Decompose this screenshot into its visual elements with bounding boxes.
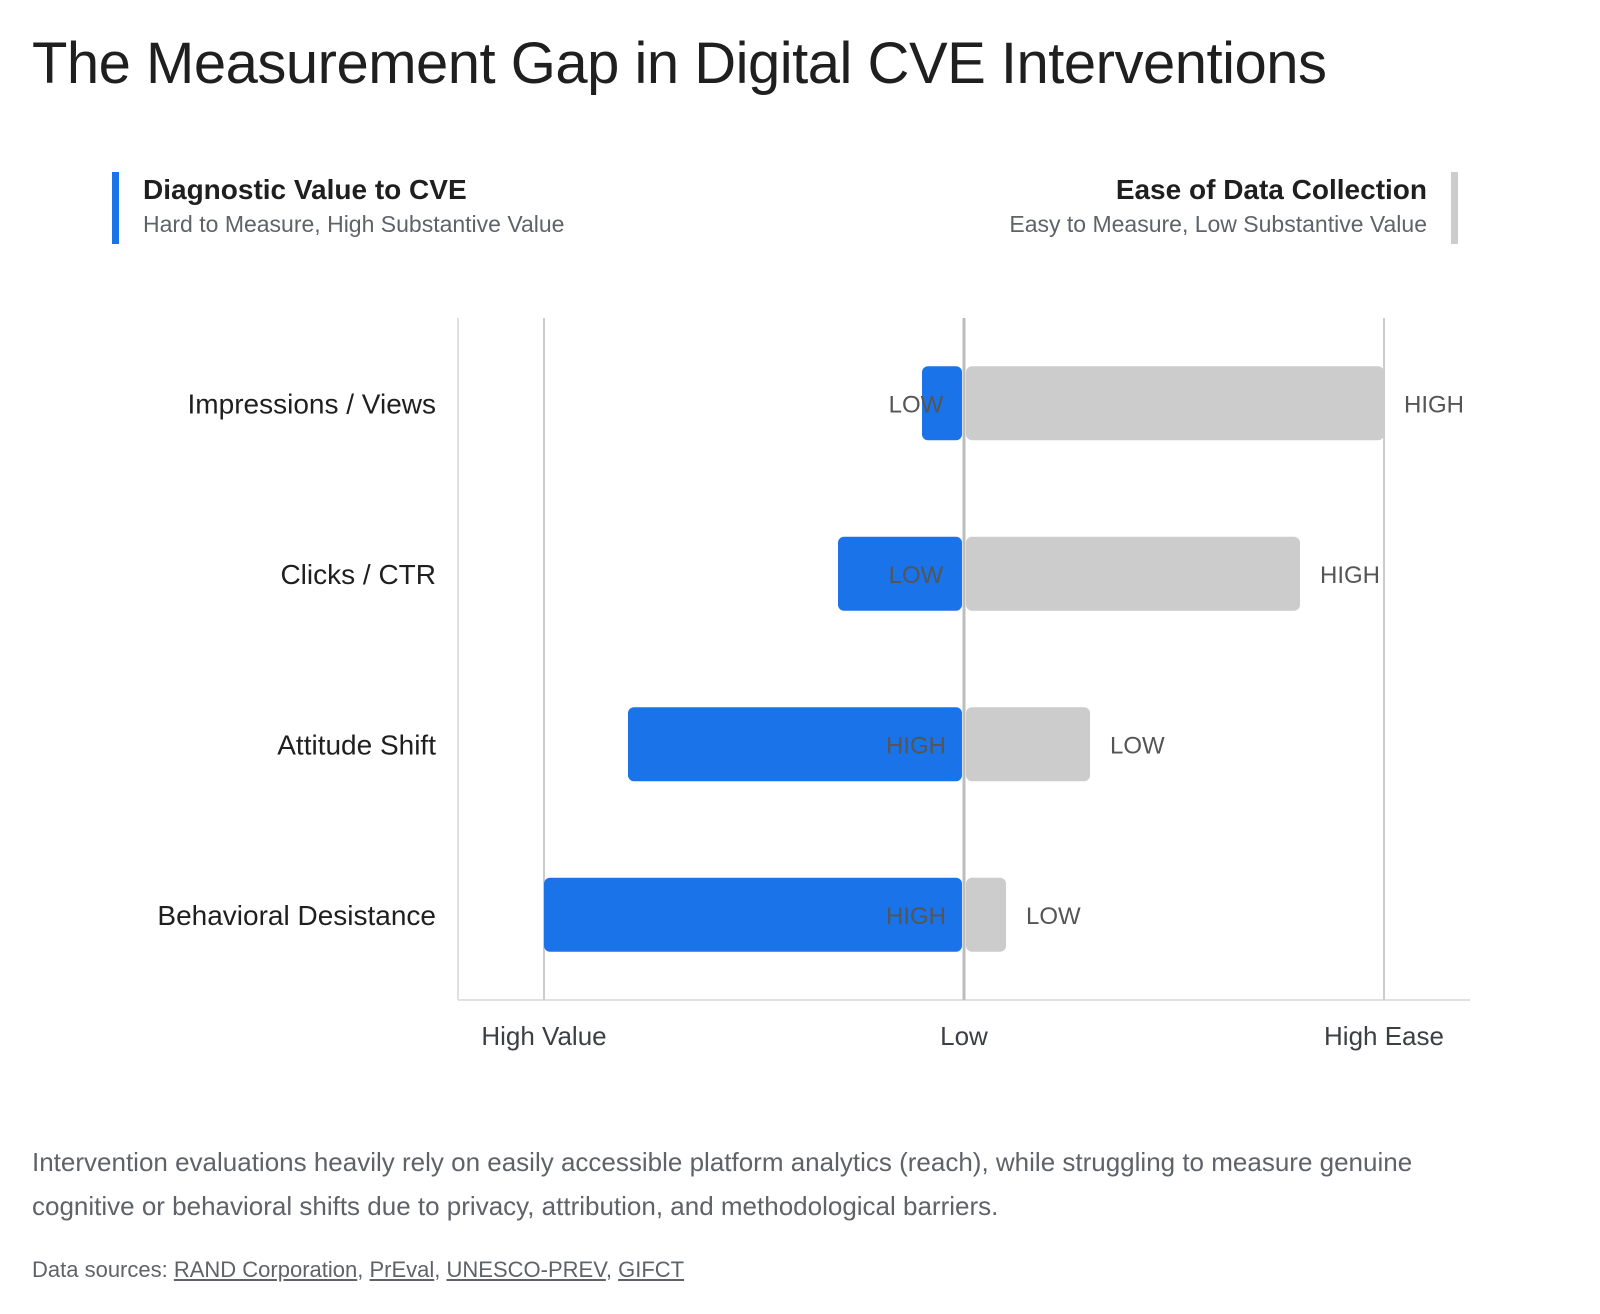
source-link-preval[interactable]: PrEval: [369, 1257, 435, 1282]
data-label-ease: HIGH: [1320, 562, 1380, 589]
data-label-diagnostic: LOW: [889, 562, 944, 589]
bar-diagnostic-value: [544, 877, 962, 952]
source-link-unesco-prev[interactable]: UNESCO-PREV: [446, 1257, 606, 1282]
sources-separator: ,: [357, 1257, 370, 1282]
data-label-ease: LOW: [1110, 732, 1165, 759]
data-label-diagnostic: LOW: [889, 391, 944, 418]
data-label-ease: LOW: [1026, 903, 1081, 930]
bar-diagnostic-value: [838, 536, 962, 611]
data-label-diagnostic: HIGH: [886, 732, 946, 759]
legend-left-title: Diagnostic Value to CVE: [143, 174, 467, 205]
category-label: Clicks / CTR: [280, 559, 436, 590]
sources-separator: ,: [434, 1257, 447, 1282]
x-tick-label: High Ease: [1324, 1021, 1444, 1051]
sources-prefix: Data sources:: [32, 1257, 174, 1282]
category-label: Impressions / Views: [188, 388, 436, 419]
category-label: Attitude Shift: [277, 729, 436, 760]
data-label-diagnostic: HIGH: [886, 903, 946, 930]
bar-diagnostic-value: [628, 707, 962, 782]
category-label: Behavioral Desistance: [157, 900, 436, 931]
legend-right-subtitle: Easy to Measure, Low Substantive Value: [1009, 211, 1427, 237]
chart-title: The Measurement Gap in Digital CVE Inter…: [32, 31, 1327, 96]
bar-ease-of-collection: [966, 536, 1300, 611]
bar-ease-of-collection: [966, 707, 1090, 782]
legend-left-subtitle: Hard to Measure, High Substantive Value: [143, 211, 565, 237]
x-tick-label: High Value: [481, 1021, 606, 1051]
legend-diagnostic-value: Diagnostic Value to CVE Hard to Measure,…: [112, 172, 564, 244]
legend-right-title: Ease of Data Collection: [1115, 174, 1427, 205]
sources-separator: ,: [605, 1257, 619, 1282]
x-tick-label: Low: [940, 1021, 988, 1051]
source-link-rand[interactable]: RAND Corporation: [173, 1257, 358, 1282]
data-sources: Data sources: RAND Corporation, PrEval, …: [32, 1257, 684, 1283]
data-label-ease: HIGH: [1404, 391, 1464, 418]
chart-caption: Intervention evaluations heavily rely on…: [32, 1147, 1413, 1221]
bar-ease-of-collection: [966, 366, 1384, 441]
source-link-gifct[interactable]: GIFCT: [618, 1257, 685, 1282]
diverging-bar-chart: High Value Low High Ease Impressions / View…: [157, 318, 1470, 1051]
bar-diagnostic-value: [922, 366, 962, 441]
legend-ease-of-collection: Ease of Data Collection Easy to Measure,…: [1009, 172, 1458, 244]
bar-ease-of-collection: [966, 877, 1006, 952]
